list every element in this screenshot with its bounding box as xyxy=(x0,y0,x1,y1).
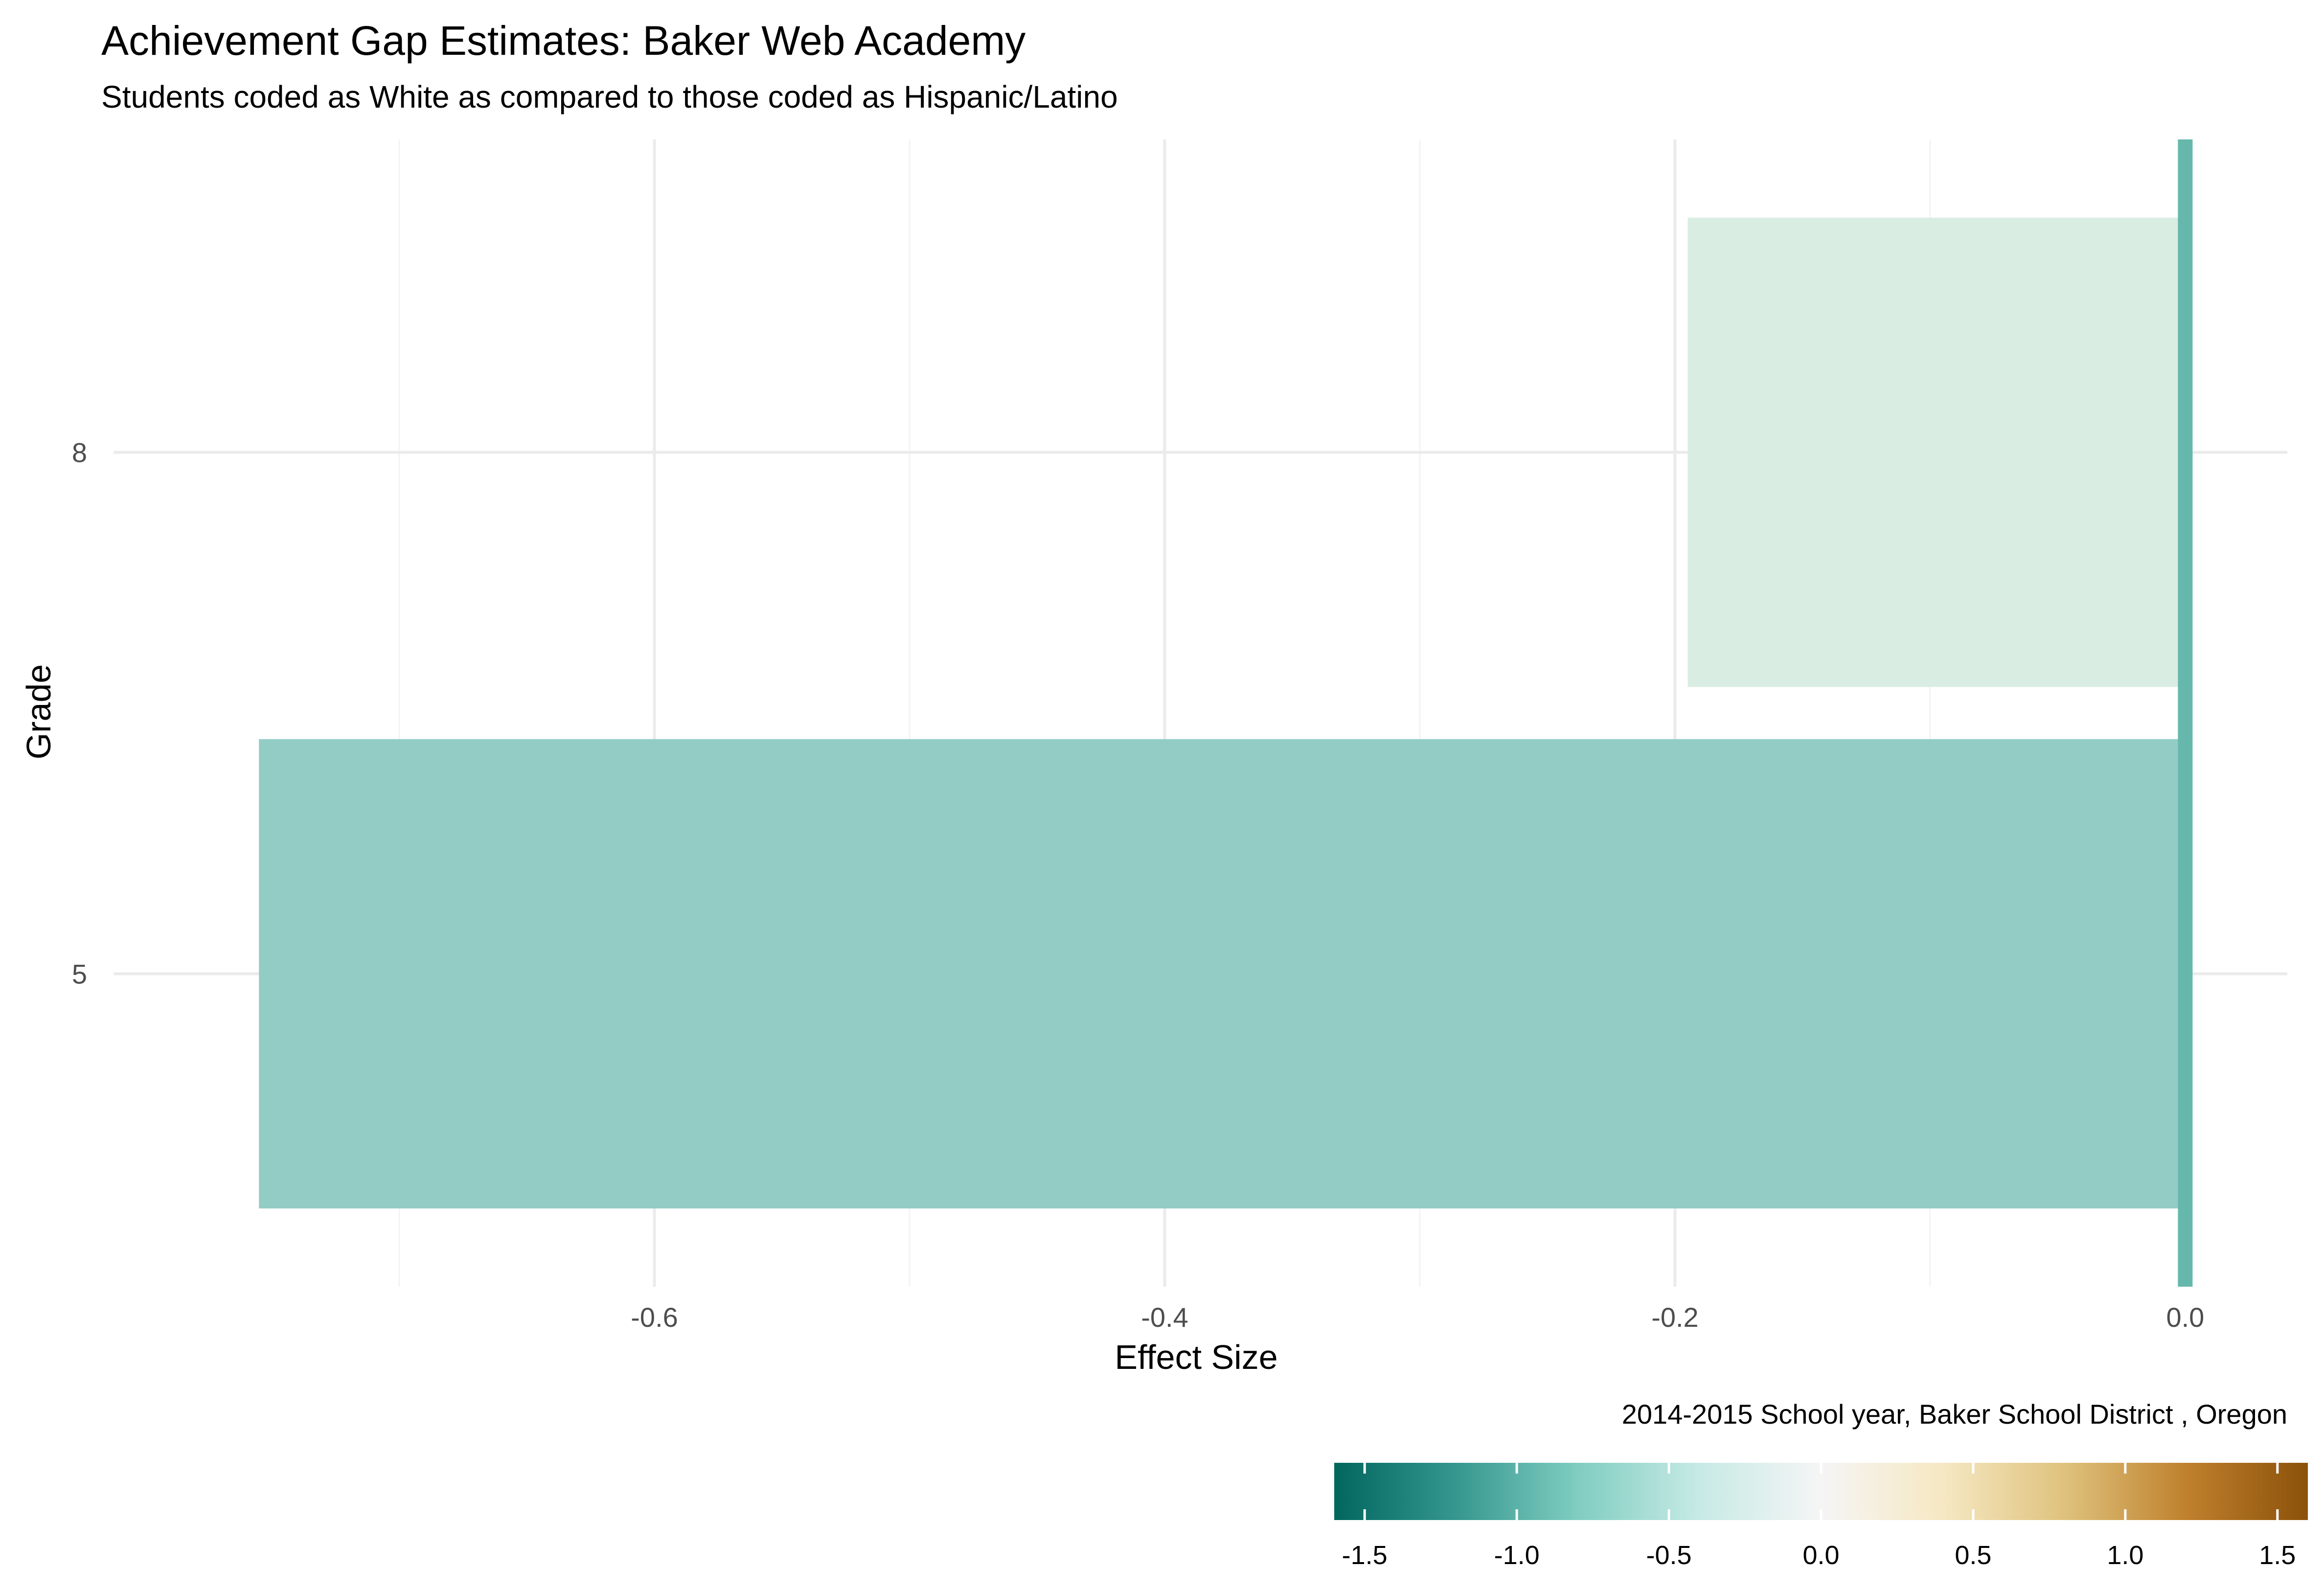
colorbar-legend: -1.5 -1.0 -0.5 0.0 0.5 1.0 1.5 xyxy=(1334,1463,2308,1570)
y-tick-label: 8 xyxy=(72,437,87,468)
chart-title: Achievement Gap Estimates: Baker Web Aca… xyxy=(101,18,1025,64)
colorbar-tick-label: 0.5 xyxy=(1955,1541,1991,1570)
bar-grade-5 xyxy=(259,739,2186,1209)
y-axis: 58 xyxy=(72,437,87,990)
bars xyxy=(259,217,2186,1209)
x-axis-title: Effect Size xyxy=(1115,1338,1277,1376)
colorbar-tick-label: -1.0 xyxy=(1494,1541,1540,1570)
x-tick-label: -0.4 xyxy=(1141,1302,1188,1333)
chart-caption: 2014-2015 School year, Baker School Dist… xyxy=(1622,1399,2287,1430)
bar-grade-8 xyxy=(1687,217,2186,687)
y-axis-title: Grade xyxy=(20,664,58,760)
x-tick-label: -0.6 xyxy=(631,1302,678,1333)
x-tick-label: -0.2 xyxy=(1651,1302,1699,1333)
colorbar-tick-label: 0.0 xyxy=(1802,1541,1839,1570)
colorbar-tick-label: 1.0 xyxy=(2107,1541,2143,1570)
x-axis: -0.6 -0.4 -0.2 0.0 xyxy=(631,1302,2204,1333)
colorbar-tick-label: -0.5 xyxy=(1646,1541,1692,1570)
colorbar-tick-label: 1.5 xyxy=(2259,1541,2296,1570)
x-tick-label: 0.0 xyxy=(2166,1302,2204,1333)
chart-subtitle: Students coded as White as compared to t… xyxy=(101,79,1118,114)
y-tick-label: 5 xyxy=(72,958,87,989)
colorbar-tick-label: -1.5 xyxy=(1342,1541,1388,1570)
